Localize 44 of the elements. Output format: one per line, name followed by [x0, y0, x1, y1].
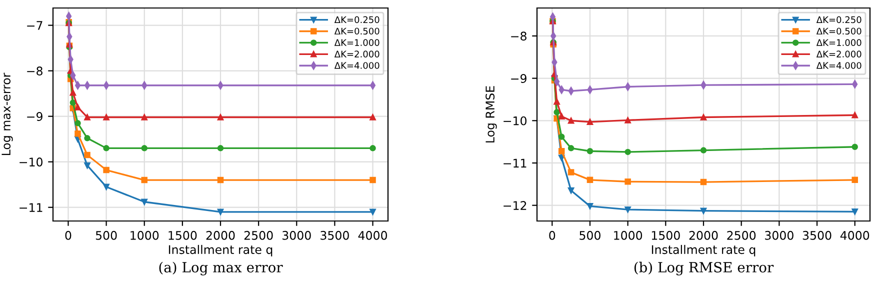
x-tick-label: 1500	[168, 230, 197, 240]
x-tick-label: 1000	[130, 230, 159, 240]
legend-label: ΔK=0.250	[334, 16, 380, 24]
x-tick-label: 1500	[652, 230, 680, 240]
y-tick-label: −8	[27, 66, 42, 76]
x-tick-label: 2000	[689, 230, 718, 240]
y-tick-label: −12	[504, 201, 526, 210]
legend-label: ΔK=1.000	[816, 39, 862, 46]
x-tick-label: 2000	[206, 230, 235, 240]
x-tick-label: 2500	[244, 230, 273, 240]
x-tick-label: 4000	[840, 230, 870, 240]
legend-label: ΔK=1.000	[334, 39, 380, 46]
y-tick-label: −9	[27, 112, 42, 121]
x-tick-label: 500	[96, 230, 117, 240]
x-tick-label: 4000	[358, 230, 388, 240]
x-tick-label: 2500	[727, 230, 756, 240]
x-axis-title: Installment rate q	[168, 244, 272, 256]
x-tick-label: 3000	[765, 230, 794, 240]
x-axis-title: Installment rate q	[652, 244, 756, 256]
y-axis-title: Log max-error	[2, 72, 13, 156]
x-tick-label: 3500	[802, 230, 832, 240]
text: (a) Log max error	[159, 262, 283, 276]
legend-label: ΔK=0.250	[816, 16, 862, 24]
x-tick-label: 1000	[614, 230, 642, 240]
legend-label: ΔK=2.000	[816, 50, 862, 58]
y-tick-label: −9	[511, 74, 526, 83]
text: (b) Log RMSE error	[634, 262, 774, 276]
x-tick-label: 0	[549, 230, 556, 240]
x-tick-label: 0	[65, 230, 72, 240]
y-tick-label: −11	[504, 158, 526, 168]
x-tick-label: 500	[580, 230, 600, 240]
y-tick-label: −7	[27, 21, 42, 30]
y-tick-label: −10	[20, 158, 42, 166]
y-tick-label: −11	[20, 203, 42, 212]
y-tick-label: −8	[511, 32, 526, 41]
legend-label: ΔK=0.500	[816, 28, 862, 35]
legend-label: ΔK=2.000	[334, 50, 380, 58]
legend-label: ΔK=0.500	[334, 28, 380, 35]
y-axis-title: Log RMSE	[486, 86, 497, 142]
y-tick-label: −10	[504, 116, 526, 126]
x-tick-label: 3500	[320, 230, 349, 240]
x-tick-label: 3000	[282, 230, 311, 240]
legend-label: ΔK=4.000	[816, 62, 862, 69]
legend-label: ΔK=4.000	[334, 62, 380, 69]
